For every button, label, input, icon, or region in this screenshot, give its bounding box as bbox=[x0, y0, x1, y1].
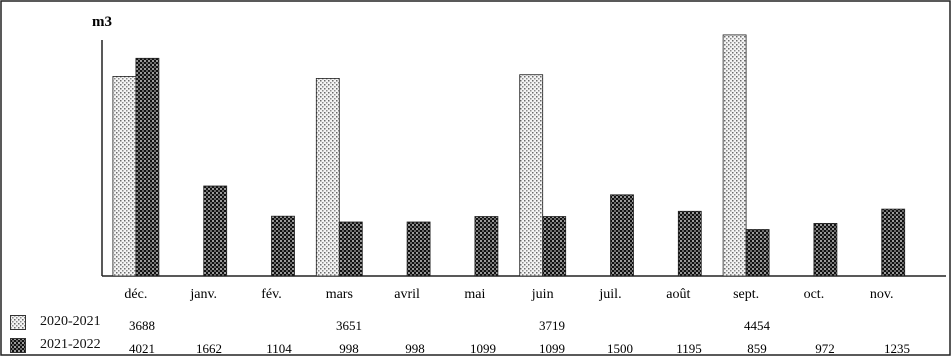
table-value: 1195 bbox=[676, 341, 702, 356]
x-tick-labels: déc. janv. fév. mars avril mai juin juil. août se… bbox=[124, 287, 893, 302]
x-tick-label: avril bbox=[394, 287, 420, 302]
legend-label: 2021-2022 bbox=[40, 337, 101, 352]
bar-2021-2022-5 bbox=[406, 221, 431, 277]
y-axis-label: m3 bbox=[92, 14, 112, 30]
bar-2021-2022-8 bbox=[610, 194, 634, 277]
x-tick-label: juin bbox=[531, 287, 554, 302]
bar-2021-2022-12 bbox=[881, 208, 906, 277]
bar-2021-2022-3 bbox=[271, 215, 295, 277]
table-value: 1662 bbox=[196, 341, 222, 356]
table-value: 4021 bbox=[129, 341, 155, 356]
bar-2020-2021-7 bbox=[519, 74, 544, 277]
table-value: 1235 bbox=[884, 341, 910, 356]
x-tick-label: août bbox=[666, 287, 690, 302]
table-value: 4454 bbox=[744, 318, 771, 333]
table-value: 998 bbox=[339, 341, 359, 356]
table-value: 1104 bbox=[266, 341, 292, 356]
table-value: 859 bbox=[747, 341, 767, 356]
bar-2020-2021-10 bbox=[722, 34, 747, 277]
bar-2021-2022-4 bbox=[338, 221, 363, 277]
bar-2021-2022-9 bbox=[677, 210, 702, 277]
x-tick-label: janv. bbox=[189, 287, 217, 302]
bar-2021-2022-7 bbox=[542, 216, 567, 277]
table-value: 998 bbox=[405, 341, 425, 356]
table-value: 3651 bbox=[336, 318, 362, 333]
table-value: 972 bbox=[815, 341, 835, 356]
bar-2021-2022-10 bbox=[745, 229, 770, 277]
bar-2021-2022-11 bbox=[813, 222, 838, 277]
bar-2020-2021-1 bbox=[112, 76, 137, 277]
x-tick-label: oct. bbox=[804, 287, 825, 302]
x-tick-label: mars bbox=[326, 287, 353, 302]
table-value: 3719 bbox=[539, 318, 565, 333]
x-tick-label: déc. bbox=[124, 287, 147, 302]
x-tick-label: fév. bbox=[261, 287, 281, 302]
legend-label: 2020-2021 bbox=[40, 314, 101, 329]
table-value: 3688 bbox=[129, 318, 155, 333]
table-value: 1099 bbox=[539, 341, 565, 356]
table-value: 1099 bbox=[470, 341, 496, 356]
x-tick-label: mai bbox=[464, 287, 485, 302]
bar-2021-2022-2 bbox=[203, 185, 228, 277]
x-tick-label: juil. bbox=[598, 287, 621, 302]
bar-2020-2021-4 bbox=[315, 78, 340, 277]
table-value: 1500 bbox=[607, 341, 633, 356]
bar-2021-2022-6 bbox=[474, 216, 499, 277]
x-tick-label: sept. bbox=[733, 287, 759, 302]
data-table: 3688 4021 1662 1104 3651 998 998 1099 3719 1099 15… bbox=[129, 318, 910, 356]
legend-swatch-dark bbox=[10, 338, 26, 353]
x-tick-label: nov. bbox=[870, 287, 894, 302]
bar-2021-2022-1 bbox=[135, 57, 160, 277]
bars-group bbox=[112, 34, 906, 277]
legend-swatch-light bbox=[10, 315, 26, 330]
